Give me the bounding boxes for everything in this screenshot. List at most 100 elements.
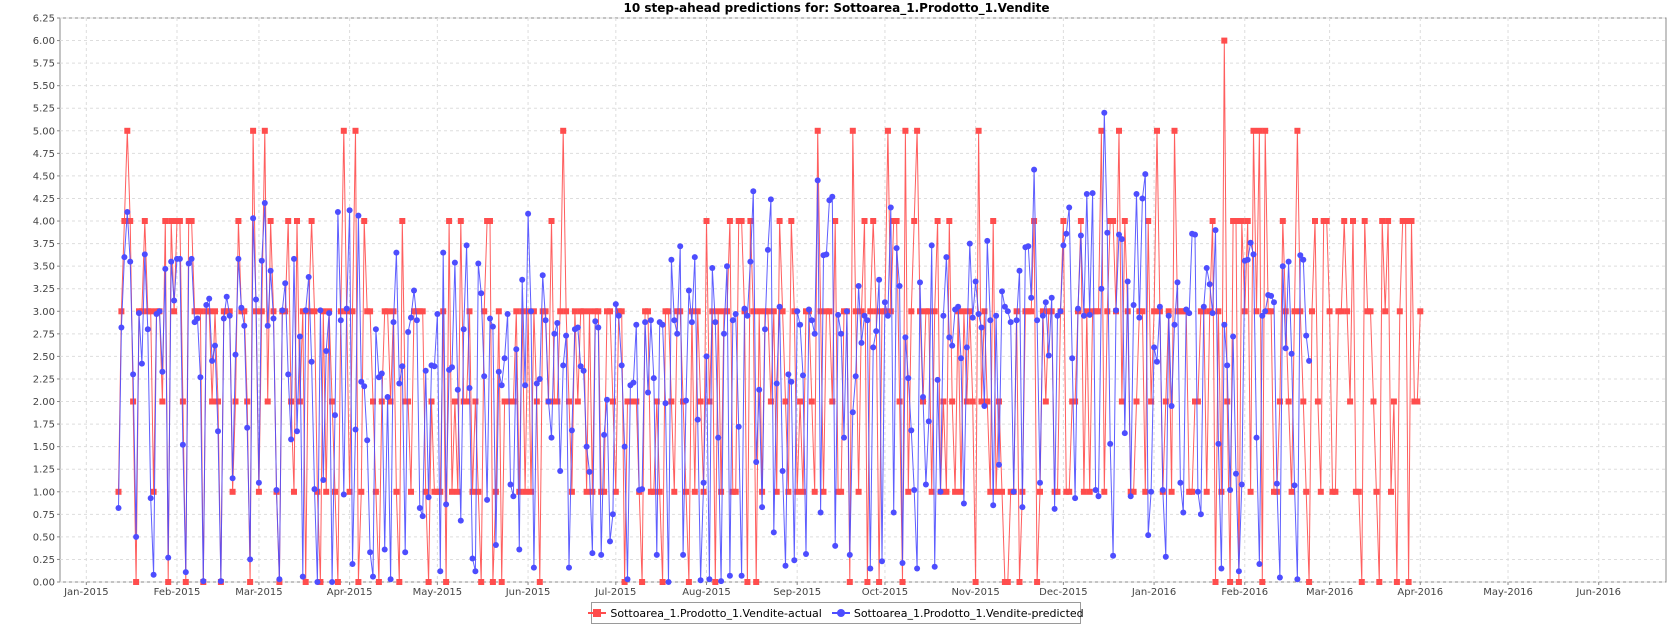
data-point-predicted [460, 326, 467, 333]
data-point-actual [1083, 308, 1090, 315]
circle-marker-icon [831, 608, 850, 618]
data-point-actual [712, 579, 719, 585]
data-point-actual [703, 218, 710, 224]
data-point-predicted [732, 311, 739, 317]
data-point-actual [609, 398, 616, 405]
data-point-predicted [478, 290, 485, 297]
data-point-actual [1218, 488, 1225, 495]
data-point-predicted [1285, 258, 1292, 265]
data-point-predicted [852, 373, 859, 380]
data-point-actual [188, 218, 195, 224]
data-point-actual [1332, 488, 1339, 495]
data-point-actual [264, 398, 271, 405]
data-point-actual [893, 218, 900, 224]
data-point-predicted [1218, 565, 1225, 572]
data-point-predicted [762, 326, 768, 333]
data-point-predicted [741, 305, 748, 312]
data-point-predicted [1007, 319, 1014, 326]
data-point-actual [785, 488, 792, 495]
data-point-actual [1379, 218, 1386, 224]
data-point-predicted [258, 257, 265, 264]
series-layer [115, 37, 1424, 585]
data-point-actual [367, 308, 374, 315]
data-point-actual [1060, 218, 1067, 224]
x-tick-label: Jan-2016 [1131, 587, 1176, 598]
data-point-predicted [721, 330, 727, 337]
data-point-actual [972, 579, 979, 585]
y-tick-label: 2.00 [33, 397, 55, 408]
data-point-predicted [226, 312, 233, 319]
data-point-predicted [337, 317, 344, 324]
data-point-predicted [794, 308, 801, 315]
data-point-actual [255, 488, 262, 495]
data-point-predicted [525, 210, 532, 217]
data-point-predicted [1192, 231, 1198, 238]
y-tick-label: 2.25 [33, 374, 55, 385]
data-point-predicted [384, 394, 391, 400]
data-point-actual [437, 488, 444, 495]
data-point-predicted [1104, 229, 1111, 236]
data-point-predicted [978, 324, 985, 331]
data-point-actual [1282, 308, 1289, 315]
data-point-actual [814, 127, 821, 134]
data-point-predicted [326, 310, 333, 317]
data-point-predicted [144, 326, 151, 333]
data-point-predicted [1101, 109, 1108, 116]
data-point-actual [1385, 218, 1392, 224]
data-point-actual [557, 308, 564, 315]
data-point-predicted [1048, 294, 1055, 301]
data-point-actual [744, 579, 751, 585]
data-point-actual [1165, 308, 1172, 315]
data-point-predicted [124, 209, 131, 215]
data-point-predicted [264, 322, 271, 329]
data-point-predicted [1060, 242, 1067, 249]
data-point-actual [1262, 127, 1269, 134]
data-point-actual [1189, 488, 1196, 495]
data-point-predicted [127, 258, 134, 265]
data-point-actual [896, 398, 903, 405]
data-point-predicted [367, 549, 374, 556]
data-point-actual [1323, 218, 1330, 224]
data-point-actual [832, 218, 839, 224]
data-point-predicted [955, 303, 962, 310]
data-point-actual [928, 488, 935, 495]
data-point-predicted [1186, 310, 1193, 317]
data-point-predicted [1136, 314, 1143, 321]
data-point-predicted [864, 317, 871, 324]
data-point-predicted [624, 576, 631, 583]
data-point-predicted [797, 321, 804, 328]
data-point-actual [121, 218, 128, 224]
data-point-actual [770, 308, 777, 315]
data-point-actual [451, 398, 458, 405]
data-point-predicted [253, 296, 259, 303]
data-point-predicted [188, 255, 195, 262]
data-point-actual [583, 488, 590, 495]
data-point-actual [247, 579, 254, 585]
data-point-predicted [811, 330, 818, 337]
data-point-predicted [1180, 509, 1187, 516]
data-point-predicted [849, 409, 856, 416]
data-point-predicted [408, 314, 414, 321]
data-point-predicted [229, 475, 236, 482]
data-point-predicted [396, 380, 403, 387]
y-tick-label: 3.00 [33, 307, 55, 318]
data-point-predicted [566, 564, 572, 571]
data-point-predicted [668, 256, 675, 263]
data-point-actual [387, 398, 394, 405]
data-point-actual [308, 218, 315, 224]
data-point-actual [668, 398, 675, 405]
data-point-predicted [931, 563, 938, 570]
data-point-actual [767, 398, 774, 405]
data-point-actual [510, 398, 517, 405]
x-tick-label: Jun-2015 [505, 587, 551, 598]
data-point-predicted [437, 568, 444, 575]
data-point-predicted [136, 310, 142, 317]
data-point-actual [1095, 308, 1102, 315]
data-point-predicted [179, 441, 186, 448]
data-point-predicted [1203, 265, 1210, 271]
data-point-actual [618, 308, 625, 315]
data-point-predicted [999, 288, 1005, 295]
data-point-predicted [194, 315, 201, 322]
data-point-actual [329, 398, 336, 405]
data-point-actual [753, 579, 760, 585]
